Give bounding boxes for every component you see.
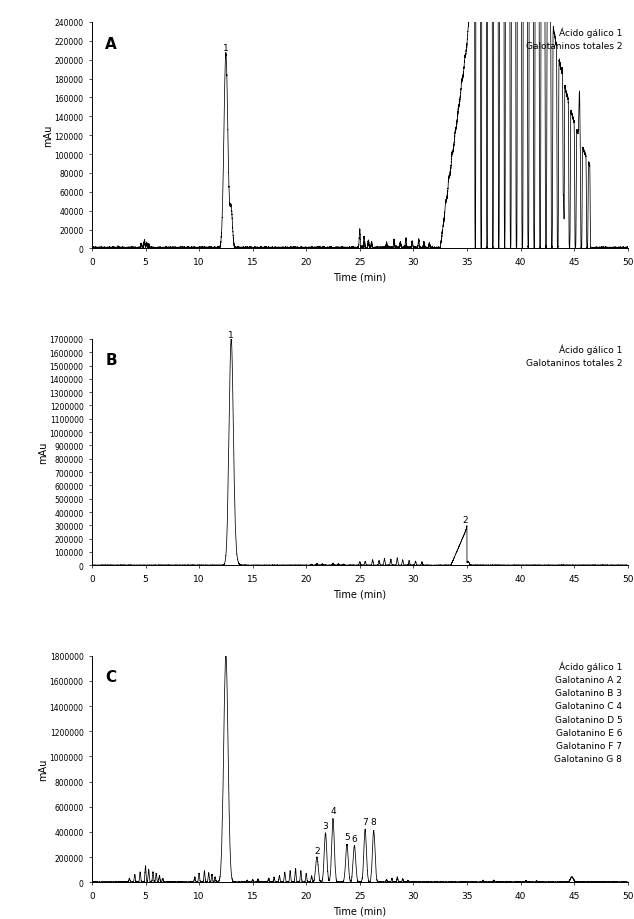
Text: Ácido gálico 1
Galotaninos totales 2: Ácido gálico 1 Galotaninos totales 2: [526, 28, 623, 51]
Text: 1: 1: [0, 918, 1, 919]
Text: 2: 2: [314, 846, 320, 856]
Text: Ácido gálico 1
Galotaninos totales 2: Ácido gálico 1 Galotaninos totales 2: [526, 344, 623, 368]
Text: 8: 8: [371, 817, 377, 826]
Text: B: B: [105, 353, 117, 369]
Text: 2: 2: [462, 516, 468, 525]
Text: 6: 6: [352, 834, 358, 843]
X-axis label: Time (min): Time (min): [333, 588, 386, 598]
Text: 7: 7: [362, 817, 368, 826]
Y-axis label: mAu: mAu: [43, 125, 53, 147]
Text: A: A: [105, 37, 117, 51]
Text: 1: 1: [223, 44, 229, 53]
Y-axis label: mAu: mAu: [38, 441, 48, 464]
Text: 5: 5: [344, 833, 350, 842]
Y-axis label: mAu: mAu: [38, 758, 48, 780]
Text: C: C: [105, 670, 117, 685]
Text: 2: 2: [0, 918, 1, 919]
Text: 4: 4: [330, 806, 336, 815]
Text: Ácido gálico 1
Galotanino A 2
Galotanino B 3
Galotanino C 4
Galotanino D 5
Galot: Ácido gálico 1 Galotanino A 2 Galotanino…: [554, 661, 623, 764]
X-axis label: Time (min): Time (min): [333, 272, 386, 282]
X-axis label: Time (min): Time (min): [333, 905, 386, 915]
Text: 3: 3: [323, 821, 328, 830]
Text: 1: 1: [228, 331, 234, 339]
